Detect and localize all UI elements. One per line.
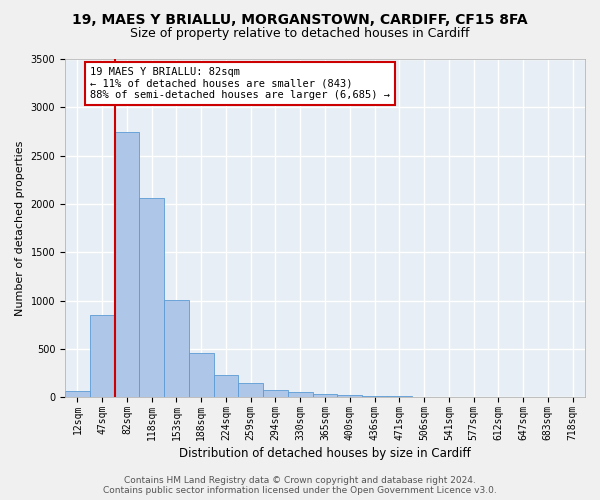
- Bar: [189, 353, 214, 397]
- Bar: [65, 392, 90, 397]
- Text: Contains HM Land Registry data © Crown copyright and database right 2024.
Contai: Contains HM Land Registry data © Crown c…: [103, 476, 497, 495]
- Bar: [337, 395, 362, 397]
- Bar: [214, 376, 238, 397]
- Bar: [263, 390, 288, 397]
- Bar: [139, 198, 164, 397]
- Text: Size of property relative to detached houses in Cardiff: Size of property relative to detached ho…: [130, 28, 470, 40]
- Bar: [115, 132, 139, 397]
- Text: 19 MAES Y BRIALLU: 82sqm
← 11% of detached houses are smaller (843)
88% of semi-: 19 MAES Y BRIALLU: 82sqm ← 11% of detach…: [90, 66, 390, 100]
- Text: 19, MAES Y BRIALLU, MORGANSTOWN, CARDIFF, CF15 8FA: 19, MAES Y BRIALLU, MORGANSTOWN, CARDIFF…: [72, 12, 528, 26]
- Y-axis label: Number of detached properties: Number of detached properties: [15, 140, 25, 316]
- Bar: [313, 394, 337, 397]
- Bar: [238, 382, 263, 397]
- Bar: [387, 396, 412, 397]
- Bar: [90, 315, 115, 397]
- Bar: [362, 396, 387, 397]
- Bar: [164, 300, 189, 397]
- Bar: [288, 392, 313, 397]
- X-axis label: Distribution of detached houses by size in Cardiff: Distribution of detached houses by size …: [179, 447, 471, 460]
